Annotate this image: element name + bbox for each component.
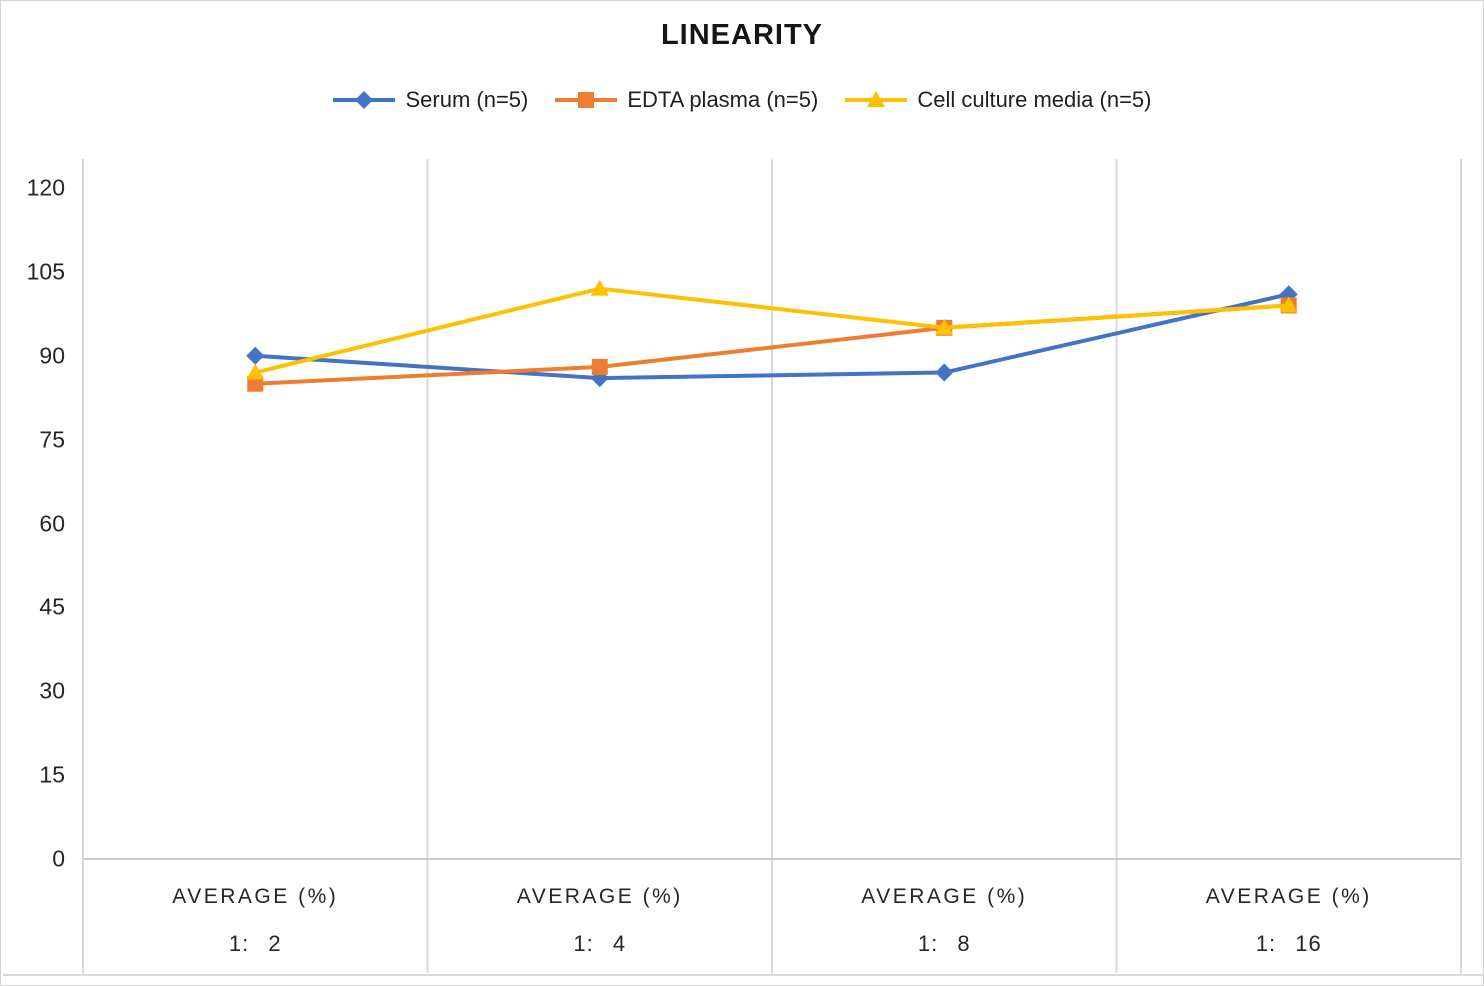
x-tick-dilution-label: 1: 2 bbox=[228, 931, 282, 956]
y-tick-label: 30 bbox=[39, 677, 65, 704]
x-tick-label: AVERAGE (%) 1: 2 bbox=[172, 885, 338, 957]
y-tick-label: 0 bbox=[52, 845, 65, 872]
series-2-point-3-triangle-marker bbox=[1279, 296, 1298, 313]
y-tick-label: 75 bbox=[39, 426, 65, 453]
chart-title: LINEARITY bbox=[660, 19, 824, 51]
series-2-point-2-triangle-marker bbox=[935, 318, 954, 335]
series-1-point-0-square-marker bbox=[247, 375, 264, 392]
y-tick-label: 120 bbox=[26, 174, 65, 201]
x-tick-group-label: AVERAGE (%) bbox=[1205, 885, 1372, 908]
x-tick-dilution-label: 1: 8 bbox=[917, 931, 971, 956]
x-tick-group-label: AVERAGE (%) bbox=[861, 885, 1028, 908]
legend-label: Cell culture media (n=5) bbox=[917, 87, 1152, 112]
series-0-point-2-diamond-marker bbox=[935, 363, 954, 382]
series-1-point-1-square-marker bbox=[591, 358, 608, 375]
series-0-point-0-diamond-marker bbox=[246, 346, 265, 365]
x-tick-group-label: AVERAGE (%) bbox=[516, 885, 683, 908]
series-line-2 bbox=[254, 286, 1289, 375]
x-tick-dilution-label: 1: 4 bbox=[573, 931, 627, 956]
x-tick-label: AVERAGE (%) 1: 4 bbox=[517, 885, 683, 957]
y-tick-label: 45 bbox=[39, 593, 65, 620]
x-tick-dilution-label: 1: 16 bbox=[1255, 931, 1322, 956]
legend-item-0: Serum (n=5) bbox=[332, 87, 528, 113]
y-tick-label: 105 bbox=[26, 258, 65, 285]
x-tick-label: AVERAGE (%) 1: 8 bbox=[861, 885, 1027, 957]
legend-item-2: Cell culture media (n=5) bbox=[844, 87, 1152, 113]
legend-label: EDTA plasma (n=5) bbox=[627, 87, 819, 112]
legend-marker-diamond-icon bbox=[333, 91, 396, 109]
legend-marker-triangle-icon bbox=[845, 91, 908, 107]
legend-label: Serum (n=5) bbox=[405, 87, 529, 112]
series-2-point-1-triangle-marker bbox=[590, 279, 609, 296]
y-tick-label: 90 bbox=[39, 342, 65, 369]
legend: Serum (n=5) EDTA plasma (n=5) Cell culture… bbox=[1, 87, 1483, 113]
legend-item-1: EDTA plasma (n=5) bbox=[554, 87, 818, 113]
x-tick-group-label: AVERAGE (%) bbox=[172, 885, 339, 908]
legend-marker-square-icon bbox=[555, 92, 618, 108]
series-line-0 bbox=[255, 292, 1290, 381]
series-2-point-0-triangle-marker bbox=[246, 363, 265, 380]
y-tick-label: 60 bbox=[39, 510, 65, 536]
y-tick-label: 15 bbox=[39, 761, 65, 788]
x-tick-label: AVERAGE (%) 1: 16 bbox=[1206, 885, 1372, 957]
